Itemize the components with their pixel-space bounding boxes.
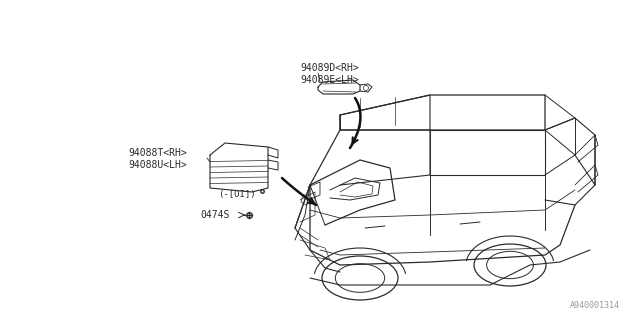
Text: 0474S: 0474S [200,210,229,220]
Text: 94089D<RH>: 94089D<RH> [300,63,359,73]
Text: 94088U<LH>: 94088U<LH> [128,160,187,170]
Text: (-[OI]): (-[OI]) [218,189,255,198]
Text: A940001314: A940001314 [570,301,620,310]
Text: 94089E<LH>: 94089E<LH> [300,75,359,85]
Text: 94088T<RH>: 94088T<RH> [128,148,187,158]
